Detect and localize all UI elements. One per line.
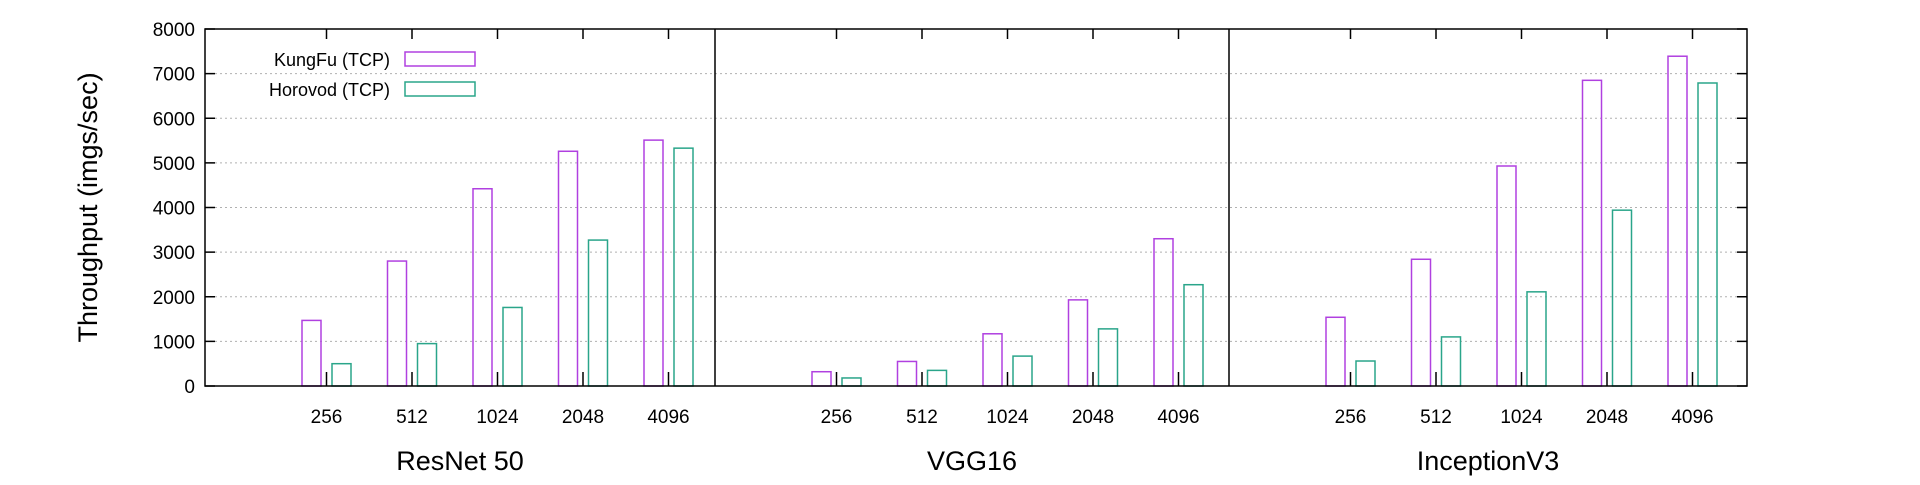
bar-resnet-50-horovod-4096	[673, 147, 694, 387]
panel-title-inceptionv3: InceptionV3	[1417, 446, 1560, 476]
bar-resnet-50-kungfu-512	[386, 260, 408, 387]
y-tick-label-5000: 5000	[153, 154, 195, 175]
bar-vgg16-horovod-512	[926, 369, 948, 387]
y-tick-label-3000: 3000	[153, 243, 195, 264]
legend-label-0: KungFu (TCP)	[274, 50, 390, 70]
x-tick-label-2048: 2048	[562, 407, 604, 428]
bar-inceptionv3-kungfu-4096	[1667, 55, 1688, 387]
bar-resnet-50-horovod-1024	[502, 306, 523, 387]
x-tick-label-4096: 4096	[1671, 407, 1713, 428]
y-tick-label-8000: 8000	[153, 20, 195, 41]
bar-inceptionv3-horovod-256	[1355, 360, 1376, 387]
plot-frame	[204, 28, 1748, 387]
bar-resnet-50-kungfu-2048	[557, 150, 579, 387]
bar-inceptionv3-horovod-2048	[1611, 209, 1633, 387]
x-tick-label-512: 512	[1420, 407, 1452, 428]
x-tick-label-2048: 2048	[1072, 407, 1114, 428]
panel-title-vgg16: VGG16	[927, 446, 1017, 476]
legend-swatch-0	[404, 51, 476, 67]
bar-vgg16-kungfu-4096	[1153, 237, 1174, 387]
bar-inceptionv3-kungfu-512	[1410, 258, 1432, 387]
x-tick-label-512: 512	[396, 407, 428, 428]
legend-swatch-1	[404, 81, 476, 97]
x-tick-label-512: 512	[906, 407, 938, 428]
legend-label-1: Horovod (TCP)	[269, 80, 390, 100]
x-tick-label-4096: 4096	[647, 407, 689, 428]
bar-vgg16-horovod-1024	[1012, 355, 1033, 387]
y-axis-title: Throughput (imgs/sec)	[73, 72, 103, 342]
y-tick-label-0: 0	[184, 377, 195, 398]
bar-resnet-50-kungfu-256	[301, 319, 322, 387]
x-tick-label-256: 256	[311, 407, 343, 428]
bar-inceptionv3-horovod-1024	[1526, 291, 1547, 387]
x-tick-label-1024: 1024	[1500, 407, 1543, 428]
x-tick-label-2048: 2048	[1586, 407, 1628, 428]
x-tick-label-1024: 1024	[986, 407, 1029, 428]
bar-inceptionv3-kungfu-2048	[1581, 79, 1603, 387]
bar-resnet-50-horovod-512	[416, 342, 438, 387]
bar-vgg16-horovod-256	[841, 377, 862, 387]
y-tick-label-1000: 1000	[153, 332, 195, 353]
bar-resnet-50-horovod-2048	[587, 239, 609, 387]
x-tick-label-4096: 4096	[1157, 407, 1199, 428]
bar-vgg16-kungfu-2048	[1067, 299, 1089, 387]
panel-title-resnet-50: ResNet 50	[396, 446, 524, 476]
bar-vgg16-horovod-4096	[1183, 283, 1204, 387]
bar-inceptionv3-kungfu-256	[1325, 316, 1346, 387]
bar-resnet-50-horovod-256	[331, 362, 352, 387]
bar-inceptionv3-kungfu-1024	[1496, 165, 1517, 387]
x-tick-label-256: 256	[1335, 407, 1367, 428]
y-tick-label-7000: 7000	[153, 65, 195, 86]
y-tick-label-2000: 2000	[153, 288, 195, 309]
bar-inceptionv3-horovod-512	[1440, 336, 1462, 387]
x-tick-label-1024: 1024	[476, 407, 519, 428]
bar-vgg16-horovod-2048	[1097, 328, 1119, 387]
bar-vgg16-kungfu-512	[896, 360, 918, 387]
x-tick-label-256: 256	[821, 407, 853, 428]
bar-inceptionv3-horovod-4096	[1697, 82, 1718, 387]
bar-resnet-50-kungfu-4096	[643, 139, 664, 387]
y-tick-label-4000: 4000	[153, 199, 195, 220]
bar-vgg16-kungfu-256	[811, 370, 832, 387]
bar-resnet-50-kungfu-1024	[472, 188, 493, 387]
y-tick-label-6000: 6000	[153, 109, 195, 130]
